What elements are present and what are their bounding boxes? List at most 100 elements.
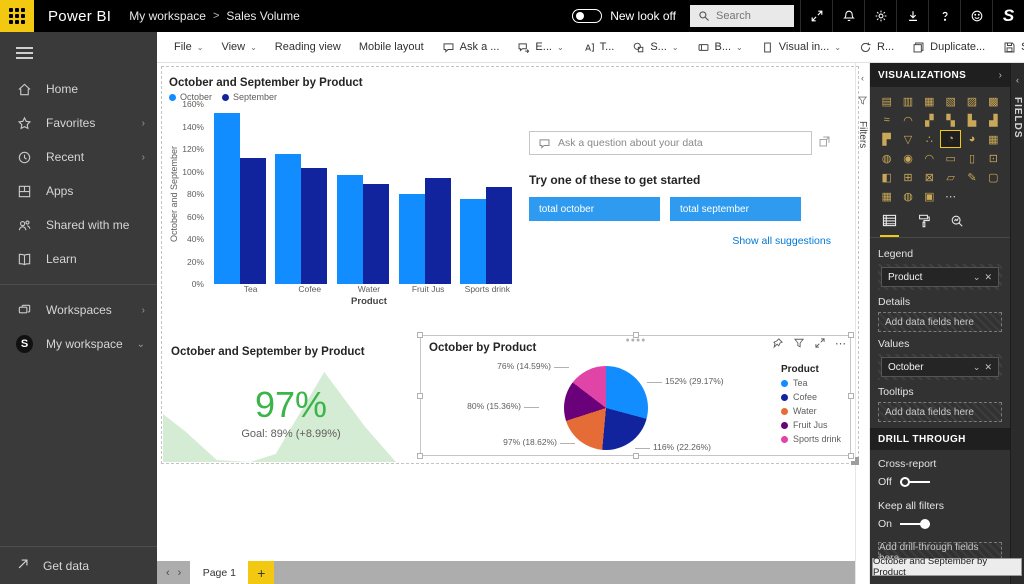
viz-type-icon-14[interactable]: ∴ xyxy=(925,133,933,146)
viz-type-icon-13[interactable]: ▽ xyxy=(903,133,913,146)
qa-pin-visual-icon[interactable] xyxy=(818,135,831,151)
pie-legend-item[interactable]: Tea xyxy=(781,378,841,388)
page-tab-current[interactable]: Page 1 xyxy=(190,561,249,584)
bar-october-cofee[interactable] xyxy=(275,153,302,284)
app-launcher-button[interactable] xyxy=(0,0,34,32)
viz-type-icon-21[interactable]: ▭ xyxy=(945,152,956,165)
sidebar-item-shared-with-me[interactable]: Shared with me xyxy=(0,208,157,242)
resize-handle[interactable] xyxy=(848,332,854,338)
download-icon[interactable] xyxy=(896,0,928,32)
filter-funnel-icon[interactable] xyxy=(793,337,805,352)
tab-analytics[interactable] xyxy=(948,211,966,237)
qa-show-all-link[interactable]: Show all suggestions xyxy=(732,235,831,247)
toolbar-item-s[interactable]: S... ⌄ xyxy=(625,37,685,58)
viz-type-icon-4[interactable]: ▨ xyxy=(966,95,978,108)
resize-handle[interactable] xyxy=(417,453,423,459)
resize-handle[interactable] xyxy=(417,332,423,338)
pie-chart[interactable] xyxy=(564,366,648,450)
sidebar-item-favorites[interactable]: Favorites › xyxy=(0,106,157,140)
resize-handle[interactable] xyxy=(848,392,854,399)
cross-report-toggle[interactable] xyxy=(899,476,930,488)
search-input[interactable] xyxy=(716,10,786,22)
bar-september-fruit-jus[interactable] xyxy=(424,178,451,284)
visual-kpi[interactable]: October and September by Product 97% Goa… xyxy=(163,340,419,462)
more-options-icon[interactable]: ⋯ xyxy=(835,338,846,350)
chevron-down-icon[interactable]: ⌄ xyxy=(972,361,981,372)
new-look-toggle[interactable] xyxy=(572,9,603,23)
viz-type-icon-25[interactable]: ⊞ xyxy=(903,171,913,184)
toolbar-item-mobile-layout[interactable]: Mobile layout xyxy=(358,41,424,53)
bar-september-water[interactable] xyxy=(362,183,389,284)
feedback-smiley-icon[interactable] xyxy=(960,0,992,32)
help-icon[interactable] xyxy=(928,0,960,32)
toolbar-item-file[interactable]: File ⌄ xyxy=(174,41,204,53)
toolbar-item-duplicate[interactable]: Duplicate... xyxy=(905,37,992,58)
viz-type-icon-10[interactable]: ▙ xyxy=(967,114,977,127)
visualizations-collapse-chevron[interactable]: › xyxy=(998,69,1002,81)
resize-handle[interactable] xyxy=(632,332,639,338)
chevron-down-icon[interactable]: ⌄ xyxy=(972,271,981,282)
viz-type-icon-5[interactable]: ▩ xyxy=(988,95,999,108)
visual-drag-grip[interactable]: ●●●● xyxy=(625,337,647,344)
resize-handle[interactable] xyxy=(848,453,854,459)
filters-pane-label[interactable]: Filters xyxy=(857,121,868,149)
toolbar-item-ask-a[interactable]: Ask a ... xyxy=(435,37,507,58)
viz-type-icon-20[interactable]: ◠ xyxy=(924,152,935,165)
well-empty-details[interactable]: Add data fields here xyxy=(878,312,1002,332)
toolbar-item-visual-in[interactable]: Visual in... ⌄ xyxy=(754,37,848,58)
add-page-button[interactable]: + xyxy=(248,561,275,584)
breadcrumb-workspace[interactable]: My workspace xyxy=(129,9,206,23)
toolbar-item-r[interactable]: R... xyxy=(852,37,901,58)
pin-visual-icon[interactable] xyxy=(772,337,784,352)
viz-type-icon-12[interactable]: ▛ xyxy=(882,133,891,146)
viz-type-icon-24[interactable]: ◧ xyxy=(881,171,892,184)
toolbar-item-t[interactable]: T... xyxy=(575,37,622,58)
filters-expand-chevron[interactable]: ‹ xyxy=(861,73,864,83)
viz-type-icon-27[interactable]: ▱ xyxy=(946,171,955,184)
bar-october-fruit-jus[interactable] xyxy=(398,194,425,284)
viz-type-icon-6[interactable]: ≈ xyxy=(883,114,890,126)
viz-type-icon-2[interactable]: ▦ xyxy=(924,95,935,108)
viz-type-icon-22[interactable]: ▯ xyxy=(968,152,976,165)
viz-type-icon-26[interactable]: ⊠ xyxy=(924,171,934,184)
toolbar-item-s[interactable]: S xyxy=(996,37,1024,58)
pie-legend-item[interactable]: Cofee xyxy=(781,392,841,402)
sidebar-item-home[interactable]: Home xyxy=(0,72,157,106)
report-canvas[interactable]: October and September by Product October… xyxy=(157,63,859,557)
fields-pane-label[interactable]: FIELDS xyxy=(1012,97,1023,139)
viz-type-icon-29[interactable]: ▢ xyxy=(988,171,999,184)
account-logo[interactable]: S xyxy=(992,0,1024,32)
notifications-icon[interactable] xyxy=(832,0,864,32)
qa-suggestion-total-october[interactable]: total october xyxy=(529,197,660,221)
legend-item[interactable]: October xyxy=(169,92,212,102)
bar-october-tea[interactable] xyxy=(213,113,240,284)
filters-funnel-icon[interactable] xyxy=(857,95,868,109)
sidebar-item-my-workspace[interactable]: S My workspace ⌄ xyxy=(0,327,157,361)
viz-type-icon-19[interactable]: ◉ xyxy=(903,152,913,165)
toolbar-item-b[interactable]: B... ⌄ xyxy=(690,37,750,58)
pie-legend-item[interactable]: Fruit Jus xyxy=(781,420,841,430)
sidebar-item-recent[interactable]: Recent › xyxy=(0,140,157,174)
nav-collapse-button[interactable] xyxy=(0,32,157,72)
bar-september-cofee[interactable] xyxy=(301,168,328,284)
viz-type-icon-16[interactable]: ◕ xyxy=(968,133,976,145)
viz-type-icon-30[interactable]: ▦ xyxy=(881,190,892,203)
viz-type-icon-18[interactable]: ◍ xyxy=(881,152,892,165)
keep-filters-toggle[interactable] xyxy=(900,518,931,530)
qa-question-input[interactable]: Ask a question about your data xyxy=(529,131,812,155)
visual-bar-chart[interactable]: October and September by Product October… xyxy=(163,73,519,328)
sidebar-item-apps[interactable]: Apps xyxy=(0,174,157,208)
bar-october-water[interactable] xyxy=(336,174,363,284)
remove-field-icon[interactable]: ✕ xyxy=(984,361,992,372)
tab-fields[interactable] xyxy=(880,211,899,237)
settings-gear-icon[interactable] xyxy=(864,0,896,32)
viz-type-icon-11[interactable]: ▟ xyxy=(989,114,998,127)
search-box[interactable] xyxy=(690,5,794,27)
well-field-legend[interactable]: Product ⌄ ✕ xyxy=(881,267,999,287)
tab-format[interactable] xyxy=(915,211,932,237)
get-data-button[interactable]: Get data xyxy=(0,546,157,584)
fullscreen-icon[interactable] xyxy=(800,0,832,32)
bar-september-tea[interactable] xyxy=(239,158,266,284)
viz-type-icon-28[interactable]: ✎ xyxy=(967,171,977,184)
sidebar-item-workspaces[interactable]: Workspaces › xyxy=(0,293,157,327)
